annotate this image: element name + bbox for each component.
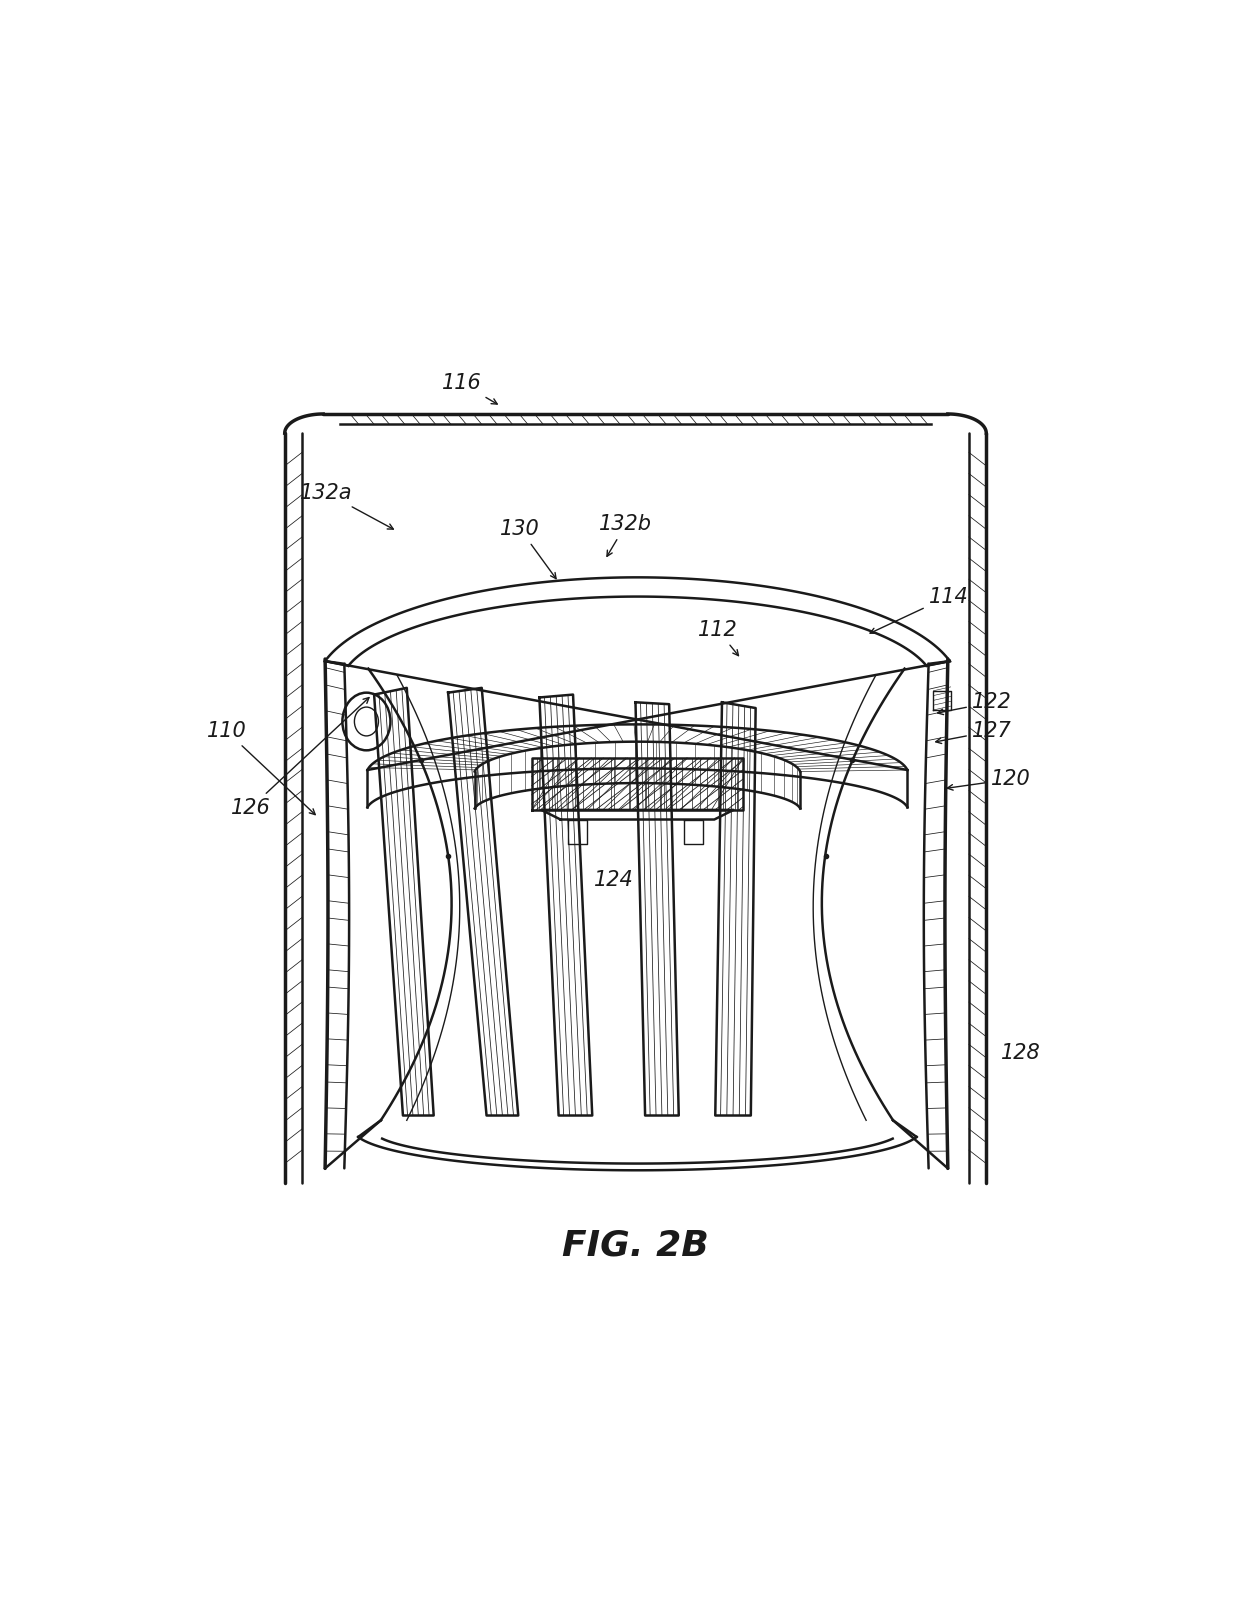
Text: 128: 128 bbox=[1001, 1043, 1040, 1064]
Text: 124: 124 bbox=[594, 869, 634, 890]
Text: 112: 112 bbox=[698, 620, 739, 656]
Text: 110: 110 bbox=[207, 720, 315, 814]
Text: 122: 122 bbox=[937, 693, 1012, 714]
Text: 126: 126 bbox=[231, 698, 370, 818]
Text: 132a: 132a bbox=[300, 482, 393, 529]
Text: 132b: 132b bbox=[599, 515, 652, 557]
Text: 127: 127 bbox=[936, 720, 1012, 743]
Text: 116: 116 bbox=[441, 374, 497, 405]
Text: 130: 130 bbox=[500, 520, 556, 578]
Text: 114: 114 bbox=[870, 586, 968, 633]
Text: FIG. 2B: FIG. 2B bbox=[562, 1229, 709, 1263]
Text: 120: 120 bbox=[947, 769, 1030, 790]
